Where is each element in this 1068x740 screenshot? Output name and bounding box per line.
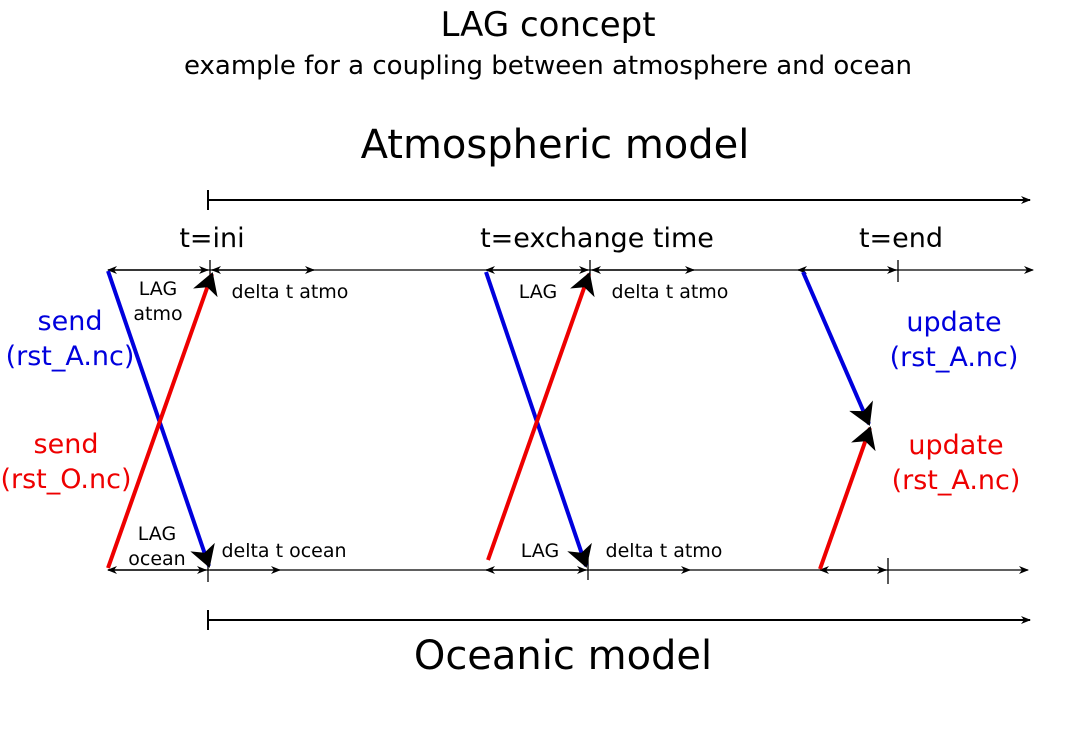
atmosphere-timeline	[107, 260, 1034, 282]
diagram-subtitle: example for a coupling between atmospher…	[184, 51, 912, 81]
update-rst-a-blue-label-line2: (rst_A.nc)	[890, 342, 1019, 373]
delta-t-atmo-label-1: delta t atmo	[232, 281, 349, 303]
lag-exchange-atmo-label: LAG	[519, 281, 557, 303]
delta-t-atmo-ocean-label: delta t atmo	[606, 540, 723, 562]
update-rst-a-blue-label-line1: update	[906, 307, 1001, 338]
send-rst-a-label-line1: send	[38, 306, 103, 337]
update-rst-a-red-label-line1: update	[908, 430, 1003, 461]
lag-ocean-label-line1: LAG	[138, 523, 176, 545]
send-rst-o-label-line1: send	[34, 429, 99, 460]
diagram-title: LAG concept	[440, 5, 655, 45]
red-arrow-exchange	[486, 272, 595, 561]
blue-arrow-end	[801, 271, 873, 426]
time-label-ini: t=ini	[179, 223, 244, 254]
red-arrow-end	[818, 426, 876, 570]
time-label-exchange: t=exchange time	[480, 223, 714, 254]
lag-atmo-label-line1: LAG	[139, 278, 177, 300]
lag-atmo-label-line2: atmo	[133, 303, 182, 325]
atmospheric-model-label: Atmospheric model	[361, 122, 750, 168]
send-rst-a-label-line2: (rst_A.nc)	[6, 341, 135, 372]
delta-t-ocean-label: delta t ocean	[221, 540, 346, 562]
oceanic-model-axis	[207, 610, 1031, 630]
oceanic-model-label: Oceanic model	[414, 633, 712, 679]
update-rst-a-red-label-line2: (rst_A.nc)	[892, 465, 1021, 496]
ocean-send-arrows	[106, 272, 876, 570]
atmosphere-send-arrows	[106, 270, 873, 568]
ocean-timeline	[107, 558, 1029, 584]
red-arrow-ini	[106, 272, 218, 569]
atmospheric-model-axis	[207, 190, 1031, 210]
blue-arrow-ini	[106, 270, 215, 568]
lag-exchange-ocean-label: LAG	[521, 540, 559, 562]
time-label-end: t=end	[859, 223, 943, 254]
send-rst-o-label-line2: (rst_O.nc)	[0, 464, 131, 495]
lag-ocean-label-line2: ocean	[128, 548, 185, 570]
delta-t-atmo-label-2: delta t atmo	[612, 281, 729, 303]
